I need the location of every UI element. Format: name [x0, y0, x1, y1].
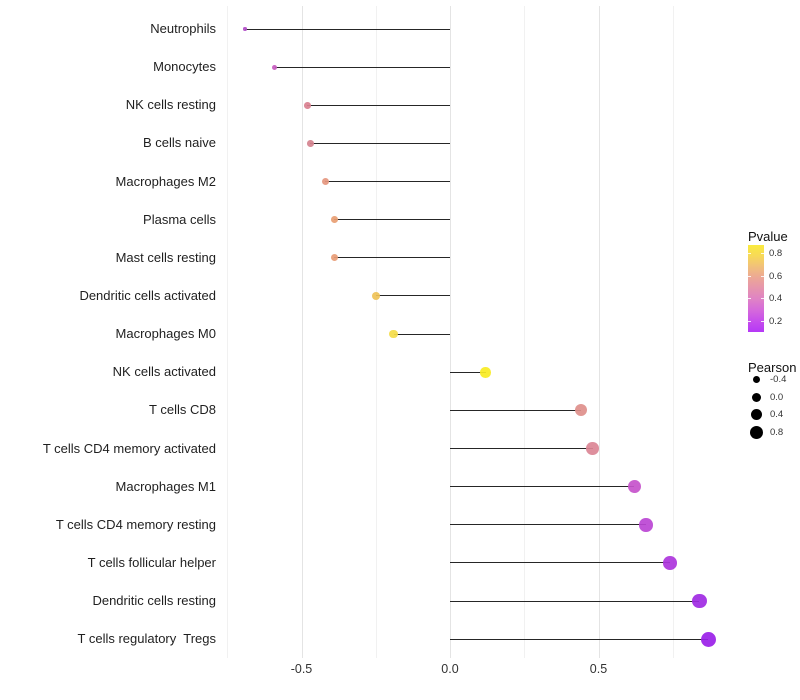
pearson-size-dot	[751, 392, 761, 402]
y-axis-label: Dendritic cells activated	[79, 287, 216, 303]
pearson-size-dot	[750, 408, 762, 420]
lollipop-dot	[307, 140, 314, 147]
y-axis-label: T cells regulatory Tregs	[77, 631, 216, 647]
lollipop-dot	[662, 556, 677, 570]
y-axis-label: B cells naive	[143, 135, 216, 151]
pvalue-tick-mark	[761, 252, 764, 254]
lollipop-dot	[389, 329, 398, 339]
y-axis-label: T cells CD4 memory activated	[42, 440, 216, 456]
lollipop-dot	[304, 101, 311, 109]
y-axis-label: T cells CD8	[149, 402, 216, 418]
lollipop-dot	[330, 216, 338, 224]
lollipop-stem	[450, 371, 486, 373]
lollipop-dot	[243, 27, 247, 31]
lollipop-dot	[586, 442, 599, 455]
y-axis-label: T cells follicular helper	[87, 554, 216, 570]
y-axis-label: Mast cells resting	[115, 249, 216, 265]
lollipop-stem	[450, 562, 670, 564]
pvalue-tick-mark	[748, 298, 751, 300]
y-axis-label: NK cells resting	[125, 97, 216, 113]
legend-pvalue-title: Pvalue	[748, 229, 788, 244]
lollipop-dot	[692, 593, 707, 609]
x-axis-tick-label: 0.0	[441, 662, 459, 676]
y-axis-label: Plasma cells	[143, 211, 216, 227]
lollipop-stem	[325, 181, 450, 183]
lollipop-stem	[307, 104, 450, 106]
gridline-major	[450, 6, 451, 658]
lollipop-stem	[450, 600, 700, 602]
gridline-minor	[524, 6, 526, 658]
gridline-major	[301, 6, 303, 658]
lollipop-stem	[450, 638, 709, 640]
lollipop-stem	[274, 66, 450, 68]
legend-pearson-title: Pearson	[748, 360, 797, 375]
lollipop-stem	[310, 142, 450, 144]
pearson-size-label: -0.4	[770, 374, 787, 385]
lollipop-stem	[393, 333, 450, 335]
pvalue-tick-mark	[761, 298, 764, 300]
pvalue-tick-label: 0.4	[769, 293, 783, 305]
lollipop-dot	[627, 480, 641, 494]
pvalue-tick-mark	[748, 320, 751, 322]
y-axis-label: Macrophages M2	[115, 173, 216, 189]
lollipop-stem	[450, 409, 581, 411]
lollipop-stem	[450, 486, 635, 488]
lollipop-stem	[450, 448, 593, 450]
pearson-size-label: 0.0	[770, 392, 784, 403]
x-axis-tick-label: -0.5	[290, 662, 313, 676]
lollipop-dot	[321, 177, 329, 186]
pvalue-tick-label: 0.2	[769, 315, 783, 327]
lollipop-stem	[450, 524, 647, 526]
pearson-size-dot	[752, 375, 760, 383]
pvalue-tick-label: 0.8	[769, 247, 783, 259]
pearson-size-dot	[749, 425, 763, 439]
y-axis-label: T cells CD4 memory resting	[55, 516, 216, 532]
gridline-major	[598, 6, 600, 658]
lollipop-stem	[375, 295, 450, 297]
y-axis-label: Monocytes	[153, 59, 216, 75]
lollipop-dot	[574, 404, 587, 417]
pearson-size-label: 0.8	[770, 427, 784, 438]
gridline-minor	[375, 6, 377, 658]
y-axis-label: Macrophages M0	[115, 326, 216, 342]
gridline-minor	[672, 6, 674, 658]
pvalue-tick-mark	[761, 320, 764, 322]
y-axis-label: Macrophages M1	[115, 478, 216, 494]
pvalue-tick-mark	[761, 275, 764, 277]
lollipop-stem	[334, 219, 450, 221]
y-axis-label: Neutrophils	[150, 21, 216, 36]
x-axis-tick-label: 0.5	[589, 662, 608, 676]
lollipop-dot	[272, 64, 278, 70]
pvalue-tick-mark	[748, 275, 751, 277]
pearson-size-label: 0.4	[770, 409, 784, 420]
pvalue-colorbar	[748, 245, 764, 332]
lollipop-dot	[371, 291, 380, 300]
lollipop-dot	[330, 254, 338, 262]
lollipop-stem	[245, 28, 450, 30]
pvalue-tick-mark	[748, 252, 751, 254]
lollipop-stem	[334, 257, 450, 259]
gridline-minor	[227, 6, 229, 658]
y-axis-label: NK cells activated	[112, 364, 216, 380]
y-axis-label: Dendritic cells resting	[92, 593, 216, 609]
pvalue-tick-label: 0.6	[769, 270, 783, 282]
lollipop-dot	[639, 518, 653, 532]
lollipop-dot	[480, 366, 491, 378]
lollipop-dot	[700, 631, 716, 647]
